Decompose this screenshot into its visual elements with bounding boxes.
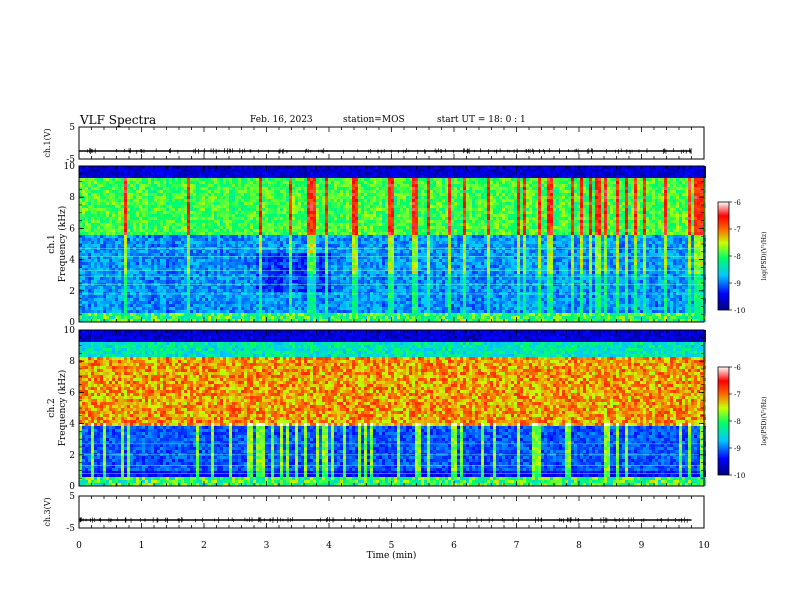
ch1-spectrogram-image (79, 166, 706, 322)
ch2-spectrogram-image (79, 330, 706, 486)
xtick-label: 9 (639, 541, 645, 551)
xtick-label: 6 (451, 541, 457, 551)
ch1-spectrogram-ylabel-channel: ch.1 (47, 234, 57, 253)
date-label: Feb. 16, 2023 (250, 115, 313, 125)
ch2-spectrogram-ytick-label: 8 (69, 357, 75, 367)
ch2-spectrogram-colorbar-tick: -9 (734, 445, 741, 453)
ch2-spectrogram-ytick-label: 6 (69, 388, 75, 398)
xtick-label: 3 (264, 541, 270, 551)
ch2-spectrogram-colorbar-tick: -6 (734, 364, 741, 372)
xtick-label: 4 (326, 541, 332, 551)
ch1-spectrogram-colorbar-tick: -6 (734, 199, 741, 207)
ch2-spectrogram-ytick-label: 2 (69, 451, 75, 461)
ch3-voltage-ylabel: ch.3(V) (43, 497, 52, 526)
ch2-spectrogram-ytick-label: 10 (64, 326, 76, 336)
ch1-spectrogram-ytick-label: 4 (69, 256, 75, 266)
ch3-voltage-ytick-label: 5 (69, 492, 75, 502)
xaxis-label: Time (min) (367, 550, 417, 561)
xtick-label: 5 (389, 541, 395, 551)
ch2-spectrogram-colorbar-tick: -10 (734, 472, 745, 480)
xtick-label: 7 (514, 541, 520, 551)
ch2-spectrogram-colorbar (718, 367, 729, 475)
ch2-spectrogram-colorbar-tick: -7 (734, 391, 741, 399)
ch2-spectrogram-ylabel-channel: ch.2 (47, 398, 57, 417)
ch3-voltage-ytick-label: -5 (66, 524, 75, 534)
figure-title: VLF Spectra (80, 113, 156, 127)
station-label: station=MOS (343, 115, 405, 125)
ch1-spectrogram-colorbar (718, 202, 729, 310)
ch1-spectrogram-ytick-label: 6 (69, 224, 75, 234)
xtick-label: 10 (698, 541, 710, 551)
ch1-voltage-ylabel: ch.1(V) (43, 128, 52, 157)
ch1-spectrogram-ytick-label: 10 (64, 162, 76, 172)
ch1-spectrogram-colorbar-tick: -9 (734, 280, 741, 288)
ch1-spectrogram-ylabel: ch.1 Frequency (kHz) (47, 206, 68, 283)
ch1-spectrogram-colorbar-tick: -10 (734, 307, 745, 315)
ch1-spectrogram-ytick-label: 8 (69, 193, 75, 203)
ch1-spectrogram-colorbar-tick: -7 (734, 226, 741, 234)
ch1-voltage-ytick-label: 5 (69, 123, 75, 133)
ch2-spectrogram-ylabel-quantity: Frequency (kHz) (57, 370, 68, 447)
ch1-spectrogram-ylabel-quantity: Frequency (kHz) (57, 206, 68, 283)
ch1-spectrogram-ytick-label: 2 (69, 287, 75, 297)
xtick-label: 0 (76, 541, 82, 551)
ch1-spectrogram-colorbar-label: log(PSD)(V²/Hz) (761, 232, 768, 281)
xtick-label: 2 (201, 541, 207, 551)
start-time-label: start UT = 18: 0 : 1 (437, 115, 526, 125)
ch1-spectrogram-colorbar-tick: -8 (734, 253, 741, 261)
ch2-spectrogram-colorbar-label: log(PSD)(V²/Hz) (761, 397, 768, 446)
ch2-spectrogram-ytick-label: 4 (69, 420, 75, 430)
ch2-spectrogram-colorbar-tick: -8 (734, 418, 741, 426)
xtick-label: 1 (139, 541, 145, 551)
ch2-spectrogram-ytick-label: 0 (69, 482, 75, 492)
ch2-spectrogram-ylabel: ch.2 Frequency (kHz) (47, 370, 68, 447)
xtick-label: 8 (576, 541, 582, 551)
